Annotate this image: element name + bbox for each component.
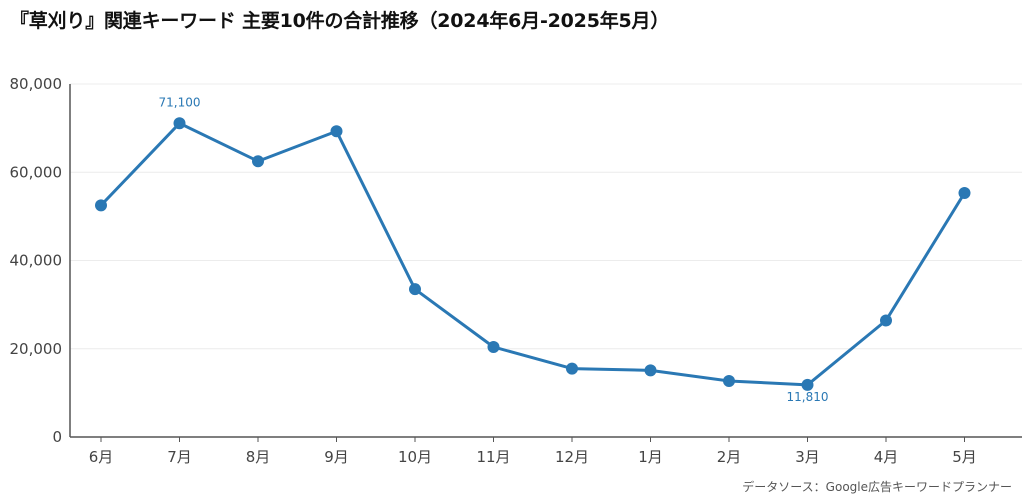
data-point <box>644 364 657 377</box>
y-tick-label: 60,000 <box>10 163 63 181</box>
x-tick-label: 8月 <box>246 448 271 466</box>
x-tick-label: 9月 <box>324 448 349 466</box>
x-tick-label: 6月 <box>89 448 114 466</box>
axes <box>69 84 1022 438</box>
x-tick-label: 4月 <box>874 448 899 466</box>
x-tick-label: 2月 <box>717 448 742 466</box>
data-point <box>330 125 343 138</box>
data-point <box>252 155 264 168</box>
x-tick-label: 7月 <box>167 448 192 466</box>
data-point <box>958 186 971 199</box>
x-axis-ticks: 6月 7月 8月 9月 10月 11月 12月 1月 2月 3月 4月 5月 <box>89 437 977 466</box>
data-point <box>566 362 578 375</box>
y-tick-label: 80,000 <box>10 75 63 93</box>
data-point <box>880 314 892 327</box>
y-axis-ticks: 0 20,000 40,000 60,000 80,000 <box>10 75 63 446</box>
data-point <box>487 340 500 353</box>
data-label: 71,100 <box>159 95 201 109</box>
data-point <box>173 117 186 130</box>
x-tick-label: 12月 <box>555 448 589 466</box>
series-line <box>95 117 971 391</box>
x-tick-label: 10月 <box>398 448 432 466</box>
x-tick-label: 3月 <box>795 448 820 466</box>
y-tick-label: 20,000 <box>10 340 63 358</box>
x-tick-label: 5月 <box>952 448 977 466</box>
data-point <box>95 199 107 212</box>
x-tick-label: 1月 <box>638 448 663 466</box>
gridlines <box>70 83 1022 350</box>
data-point <box>409 283 421 296</box>
data-point <box>723 374 735 387</box>
y-tick-label: 40,000 <box>10 252 63 270</box>
data-point <box>801 378 814 391</box>
x-tick-label: 11月 <box>476 448 510 466</box>
chart-title: 『草刈り』関連キーワード 主要10件の合計推移（2024年6月-2025年5月） <box>10 10 670 32</box>
y-tick-label: 0 <box>52 428 62 446</box>
data-label: 11,810 <box>787 390 829 404</box>
data-labels: 71,100 11,810 <box>159 95 829 404</box>
data-source-note: データソース：Google広告キーワードプランナー <box>742 480 1012 494</box>
series-line-path <box>99 121 966 387</box>
